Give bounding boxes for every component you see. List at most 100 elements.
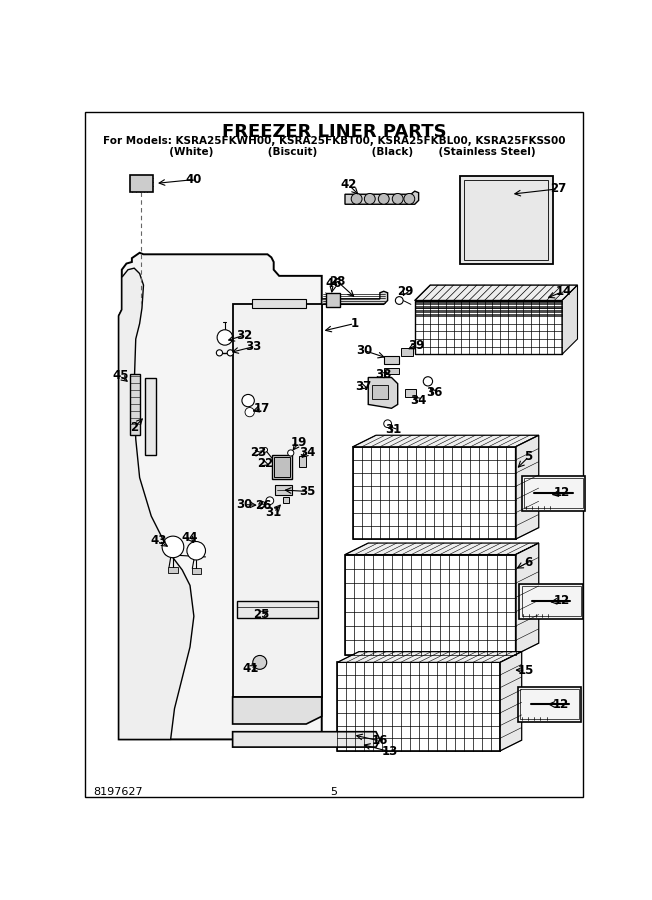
Text: 5: 5	[331, 787, 338, 796]
Polygon shape	[516, 543, 539, 654]
Polygon shape	[168, 567, 177, 573]
Polygon shape	[460, 176, 553, 265]
Text: 19: 19	[290, 436, 306, 449]
Polygon shape	[130, 175, 153, 192]
Polygon shape	[345, 543, 539, 554]
Text: 41: 41	[243, 662, 259, 675]
Polygon shape	[325, 292, 340, 307]
Polygon shape	[119, 253, 321, 740]
Text: 34: 34	[411, 394, 427, 407]
Circle shape	[393, 194, 403, 204]
Polygon shape	[368, 377, 398, 409]
Polygon shape	[522, 476, 585, 510]
Polygon shape	[520, 584, 583, 618]
Polygon shape	[299, 456, 306, 467]
Text: 38: 38	[376, 368, 392, 381]
Text: 26: 26	[255, 499, 271, 512]
Circle shape	[259, 501, 265, 508]
Circle shape	[266, 497, 274, 505]
Circle shape	[227, 350, 233, 356]
Polygon shape	[516, 436, 539, 539]
Circle shape	[423, 377, 432, 386]
Circle shape	[404, 194, 415, 204]
Polygon shape	[372, 385, 388, 399]
Text: 37: 37	[355, 380, 371, 393]
Polygon shape	[119, 268, 194, 740]
Polygon shape	[384, 368, 399, 374]
Text: 8197627: 8197627	[93, 787, 143, 796]
Text: 46: 46	[325, 277, 342, 290]
Text: 34: 34	[300, 446, 316, 459]
Circle shape	[384, 419, 391, 428]
Text: FREEZER LINER PARTS: FREEZER LINER PARTS	[222, 123, 447, 141]
Text: 28: 28	[329, 274, 346, 288]
Polygon shape	[252, 299, 306, 308]
Circle shape	[364, 194, 375, 204]
Polygon shape	[401, 348, 413, 356]
Text: 23: 23	[250, 446, 266, 460]
Polygon shape	[353, 436, 539, 446]
Polygon shape	[406, 389, 416, 397]
Polygon shape	[321, 292, 388, 304]
Text: 31: 31	[265, 506, 282, 518]
Text: 40: 40	[186, 173, 202, 186]
Text: 5: 5	[525, 450, 533, 464]
Polygon shape	[145, 377, 156, 454]
Text: 1: 1	[350, 317, 359, 330]
Circle shape	[288, 450, 294, 456]
Text: 27: 27	[550, 183, 566, 195]
Polygon shape	[500, 652, 522, 751]
Polygon shape	[237, 601, 318, 617]
Polygon shape	[192, 569, 201, 574]
Text: 42: 42	[341, 178, 357, 192]
Circle shape	[263, 447, 267, 452]
Text: 2: 2	[130, 421, 138, 434]
Text: 12: 12	[554, 487, 570, 500]
Circle shape	[395, 297, 403, 304]
Polygon shape	[562, 285, 578, 355]
Text: 29: 29	[397, 284, 413, 298]
Text: 44: 44	[182, 531, 198, 544]
Text: 17: 17	[254, 401, 270, 415]
Text: 35: 35	[300, 485, 316, 498]
Polygon shape	[337, 652, 522, 662]
Text: 30: 30	[356, 344, 372, 357]
Text: 39: 39	[408, 338, 424, 352]
Text: 25: 25	[253, 608, 269, 621]
Text: (White)               (Biscuit)               (Black)       (Stainless Steel): (White) (Biscuit) (Black) (Stainless Ste…	[133, 148, 535, 157]
Text: For Models: KSRA25FKWH00, KSRA25FKBT00, KSRA25FKBL00, KSRA25FKSS00: For Models: KSRA25FKWH00, KSRA25FKBT00, …	[103, 137, 565, 147]
Polygon shape	[233, 698, 321, 724]
Text: 12: 12	[552, 698, 569, 711]
Text: 22: 22	[257, 457, 273, 470]
Polygon shape	[233, 304, 321, 698]
Circle shape	[162, 536, 184, 558]
Circle shape	[253, 655, 267, 670]
Text: 33: 33	[245, 340, 261, 353]
Text: 32: 32	[236, 328, 252, 342]
Polygon shape	[345, 191, 419, 204]
Text: 16: 16	[372, 734, 388, 747]
Text: 15: 15	[518, 663, 534, 677]
Text: 13: 13	[382, 745, 398, 758]
Circle shape	[245, 408, 254, 417]
Circle shape	[217, 329, 233, 346]
Polygon shape	[384, 356, 399, 364]
Polygon shape	[415, 285, 578, 301]
Polygon shape	[130, 374, 140, 436]
Circle shape	[187, 542, 205, 560]
Polygon shape	[272, 454, 292, 479]
Text: 31: 31	[385, 423, 401, 436]
Polygon shape	[518, 687, 582, 722]
Circle shape	[351, 194, 362, 204]
Circle shape	[216, 350, 222, 356]
Polygon shape	[233, 732, 380, 747]
Text: 30: 30	[236, 498, 252, 511]
Text: 36: 36	[426, 386, 442, 400]
Text: 45: 45	[112, 370, 128, 382]
Polygon shape	[274, 457, 290, 477]
Polygon shape	[275, 485, 292, 494]
Circle shape	[242, 394, 254, 407]
Text: 14: 14	[556, 284, 572, 298]
Polygon shape	[283, 497, 289, 503]
Text: 12: 12	[554, 594, 570, 608]
